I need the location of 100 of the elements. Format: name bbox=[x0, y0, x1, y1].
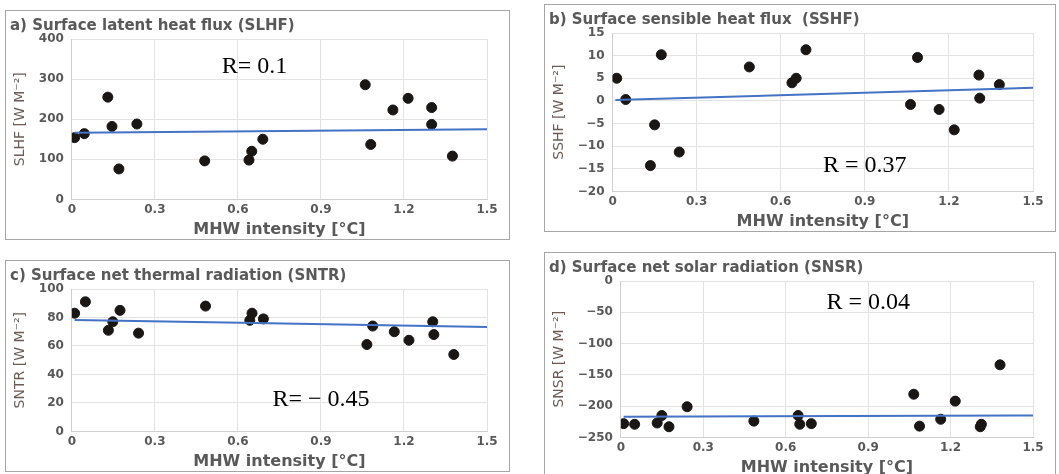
x-tick-label: 1.5 bbox=[1022, 193, 1044, 208]
y-tick-label: 40 bbox=[47, 366, 64, 381]
point bbox=[794, 418, 806, 430]
annotation: R= 0.1 bbox=[221, 51, 288, 78]
y-axis-title: SLHF [W M⁻²] bbox=[11, 72, 28, 167]
y-tick-label: 60 bbox=[47, 338, 64, 353]
point bbox=[912, 51, 924, 63]
point bbox=[246, 307, 258, 319]
y-tick-label: −200 bbox=[577, 398, 613, 413]
point bbox=[133, 327, 145, 339]
point bbox=[246, 145, 258, 157]
chart-title: d) Surface net solar radiation (SNSR) bbox=[549, 257, 864, 276]
y-tick-label: 300 bbox=[38, 71, 64, 86]
y-tick-label: −150 bbox=[577, 366, 613, 381]
y-tick-label: 20 bbox=[47, 395, 64, 410]
point bbox=[673, 146, 685, 158]
point bbox=[428, 329, 440, 341]
point bbox=[908, 388, 920, 400]
x-tick-label: 0.9 bbox=[310, 433, 332, 448]
y-tick-label: −50 bbox=[586, 304, 613, 319]
y-tick-label: 100 bbox=[38, 151, 64, 166]
y-tick-label: −20 bbox=[577, 183, 605, 198]
point bbox=[71, 307, 81, 319]
point bbox=[663, 421, 675, 433]
point bbox=[629, 418, 641, 430]
y-tick-label: 15 bbox=[587, 25, 605, 40]
x-tick-label: 0 bbox=[67, 433, 77, 448]
y-tick-label: −100 bbox=[577, 335, 613, 350]
point bbox=[933, 103, 945, 115]
point bbox=[387, 104, 399, 116]
y-tick-label: 80 bbox=[47, 309, 64, 324]
point bbox=[994, 359, 1006, 371]
point bbox=[403, 334, 415, 346]
point bbox=[805, 418, 817, 430]
y-tick-label: 0 bbox=[604, 273, 613, 288]
x-tick-label: 0.9 bbox=[310, 201, 332, 216]
annotation: R= − 0.45 bbox=[272, 385, 370, 412]
x-tick-label: 0.3 bbox=[144, 433, 166, 448]
y-tick-label: 0 bbox=[55, 423, 64, 438]
x-tick-label: 0.6 bbox=[227, 201, 249, 216]
x-axis-title: MHW intensity [°C] bbox=[193, 218, 366, 238]
x-tick-label: 1.2 bbox=[938, 193, 960, 208]
point bbox=[651, 417, 663, 429]
x-tick-label: 0 bbox=[67, 201, 77, 216]
point bbox=[620, 418, 630, 430]
annotation: R = 0.04 bbox=[826, 288, 910, 315]
x-tick-label: 1.5 bbox=[476, 201, 498, 216]
y-tick-label: −10 bbox=[577, 138, 605, 153]
x-tick-label: 0.6 bbox=[775, 439, 797, 454]
point bbox=[426, 102, 438, 114]
point bbox=[905, 99, 917, 111]
x-tick-label: 0.9 bbox=[854, 193, 876, 208]
x-tick-label: 1.2 bbox=[393, 201, 415, 216]
point bbox=[790, 72, 802, 84]
point bbox=[102, 324, 114, 336]
point bbox=[681, 401, 693, 413]
point bbox=[365, 138, 377, 150]
point bbox=[361, 339, 373, 351]
point bbox=[949, 395, 961, 407]
point bbox=[106, 120, 118, 132]
x-tick-label: 0.3 bbox=[692, 439, 714, 454]
x-tick-label: 1.2 bbox=[939, 439, 962, 454]
y-axis-title: SNTR [W M⁻²] bbox=[11, 312, 28, 409]
y-tick-label: −250 bbox=[577, 429, 613, 444]
point bbox=[71, 132, 81, 144]
point bbox=[200, 300, 212, 312]
x-axis-title: MHW intensity [°C] bbox=[193, 450, 366, 470]
point bbox=[974, 92, 986, 104]
y-axis-title: SNSR [W M⁻²] bbox=[550, 310, 567, 408]
chart-title: c) Surface net thermal radiation (SNTR) bbox=[10, 265, 347, 284]
x-tick-label: 0 bbox=[616, 439, 626, 454]
y-tick-label: 10 bbox=[587, 47, 605, 62]
x-tick-label: 0.6 bbox=[227, 433, 249, 448]
point bbox=[800, 44, 812, 56]
y-tick-label: 200 bbox=[38, 111, 64, 126]
x-axis-title: MHW intensity [°C] bbox=[736, 210, 909, 230]
point bbox=[973, 69, 985, 81]
point bbox=[748, 415, 760, 427]
y-tick-label: −5 bbox=[586, 115, 605, 130]
chart-title: b) Surface sensible heat flux (SSHF) bbox=[549, 9, 860, 28]
x-tick-label: 0.3 bbox=[686, 193, 708, 208]
point bbox=[113, 163, 125, 175]
point bbox=[102, 91, 114, 103]
y-tick-label: 5 bbox=[596, 70, 605, 85]
point bbox=[612, 72, 623, 84]
x-tick-label: 0.9 bbox=[857, 439, 879, 454]
x-tick-label: 0.6 bbox=[770, 193, 792, 208]
point bbox=[243, 154, 255, 166]
point bbox=[402, 92, 414, 104]
point bbox=[131, 118, 143, 130]
point bbox=[257, 133, 269, 145]
y-tick-label: 100 bbox=[38, 281, 64, 296]
point bbox=[359, 79, 371, 91]
x-tick-label: 1.2 bbox=[393, 433, 415, 448]
y-tick-label: −15 bbox=[577, 160, 605, 175]
point bbox=[199, 155, 211, 167]
y-tick-label: 0 bbox=[596, 93, 605, 108]
y-tick-label: 400 bbox=[38, 31, 64, 46]
point bbox=[114, 304, 126, 316]
point bbox=[426, 118, 438, 130]
